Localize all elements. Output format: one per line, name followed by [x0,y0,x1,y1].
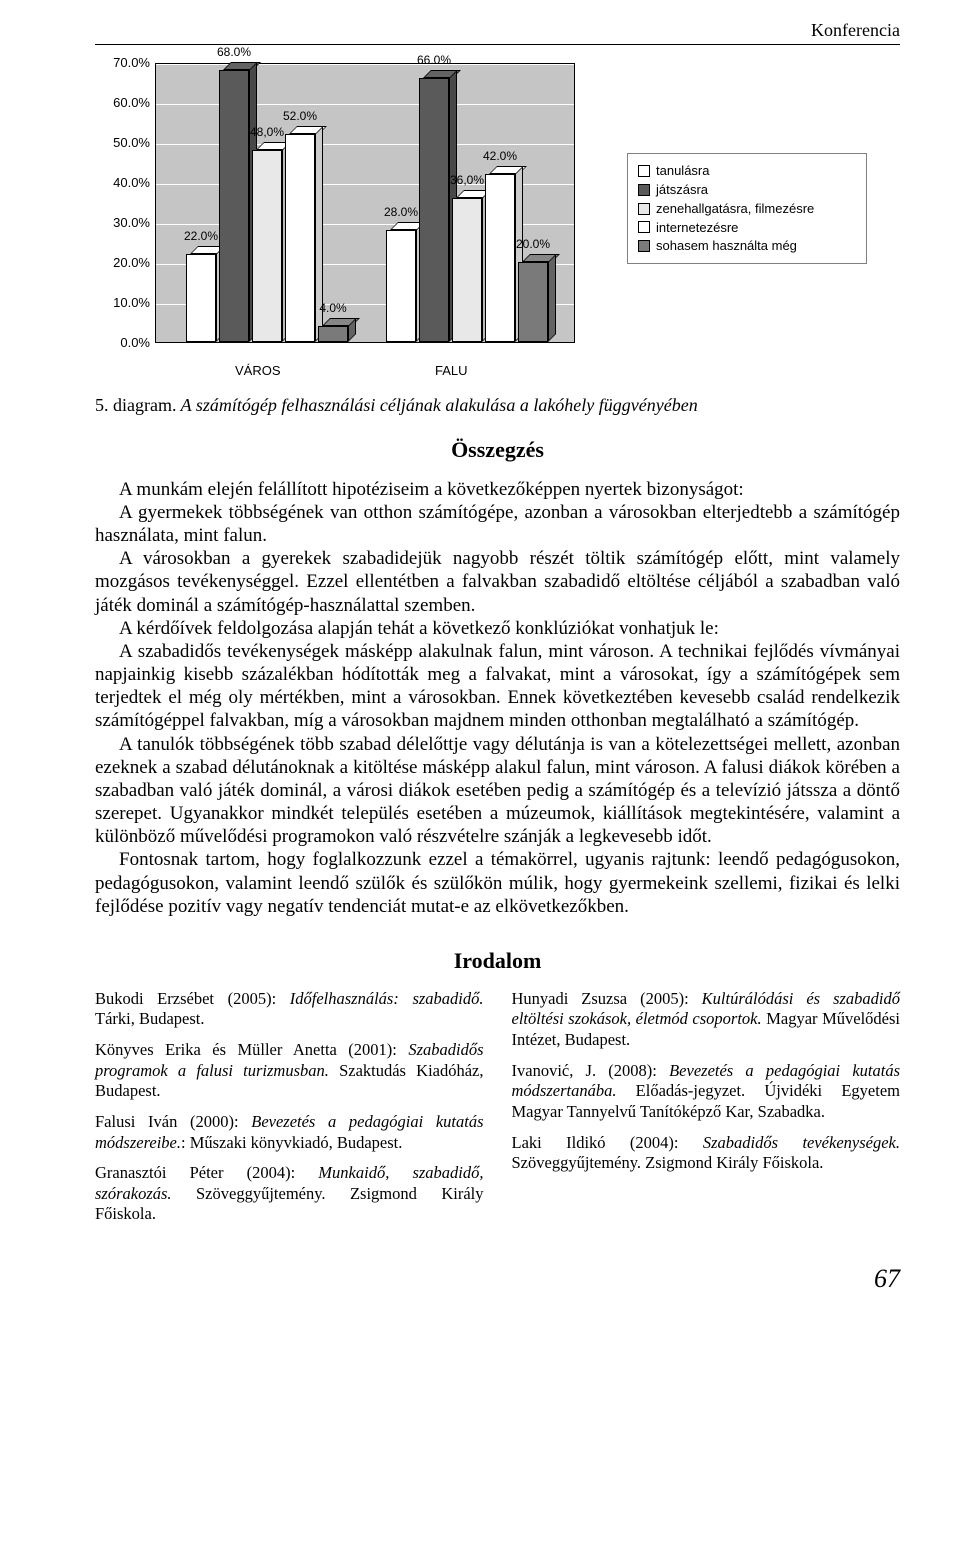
summary-heading: Összegzés [95,437,900,464]
bar: 20.0% [518,262,548,342]
bar-value-label: 68.0% [204,45,264,60]
biblio-entry: Könyves Erika és Müller Anetta (2001): S… [95,1040,484,1102]
chart-container: 22.0%68.0%48,0%52.0%4.0%28.0%66.0%36,0%4… [95,53,900,383]
bar-value-label: 42.0% [470,149,530,164]
bar-value-label: 52.0% [270,109,330,124]
body-paragraph: A gyermekek többségének van otthon számí… [95,501,900,547]
bibliography-left-col: Bukodi Erzsébet (2005): Időfelhasználás:… [95,989,484,1235]
caption-number: 5. diagram. [95,395,176,415]
legend-label: zenehallgatásra, filmezésre [656,201,814,217]
legend-swatch [638,203,650,215]
y-tick-label: 40.0% [95,175,150,191]
legend-label: játszásra [656,182,708,198]
bar: 36,0% [452,198,482,342]
bibliography: Bukodi Erzsébet (2005): Időfelhasználás:… [95,989,900,1235]
legend-label: internetezésre [656,220,738,236]
body-paragraph: A tanulók többségének több szabad délelő… [95,733,900,849]
y-tick-label: 50.0% [95,135,150,151]
bar: 66.0% [419,78,449,342]
legend-label: tanulásra [656,163,709,179]
biblio-entry: Bukodi Erzsébet (2005): Időfelhasználás:… [95,989,484,1030]
biblio-entry: Falusi Iván (2000): Bevezetés a pedagógi… [95,1112,484,1153]
biblio-entry: Granasztói Péter (2004): Munkaidő, szaba… [95,1163,484,1225]
body-paragraph: A városokban a gyerekek szabadidejük nag… [95,547,900,617]
bar: 68.0% [219,70,249,342]
bar: 4.0% [318,326,348,342]
legend-label: sohasem használta még [656,238,797,254]
figure-caption: 5. diagram. A számítógép felhasználási c… [95,395,900,417]
legend-swatch [638,240,650,252]
x-category-0: VÁROS [235,363,281,379]
x-category-1: FALU [435,363,468,379]
legend-item: internetezésre [638,220,856,236]
biblio-entry: Hunyadi Zsuzsa (2005): Kultúrálódási és … [512,989,901,1051]
legend-swatch [638,221,650,233]
body-paragraph: A kérdőívek feldolgozása alapján tehát a… [95,617,900,640]
y-tick-label: 70.0% [95,55,150,71]
body-paragraph: A szabadidős tevékenységek másképp alaku… [95,640,900,733]
bar: 48,0% [252,150,282,342]
bar-value-label: 20.0% [503,237,563,252]
biblio-entry: Laki Ildikó (2004): Szabadidős tevékenys… [512,1133,901,1174]
page-number: 67 [95,1263,900,1295]
y-tick-label: 60.0% [95,95,150,111]
bar-chart: 22.0%68.0%48,0%52.0%4.0%28.0%66.0%36,0%4… [95,53,615,383]
chart-legend: tanulásra játszásra zenehallgatásra, filme… [627,153,867,264]
legend-item: sohasem használta még [638,238,856,254]
legend-item: játszásra [638,182,856,198]
body-paragraph: Fontosnak tartom, hogy foglalkozzunk ezz… [95,848,900,918]
bar: 28.0% [386,230,416,342]
y-tick-label: 20.0% [95,255,150,271]
y-tick-label: 10.0% [95,295,150,311]
legend-swatch [638,184,650,196]
bibliography-right-col: Hunyadi Zsuzsa (2005): Kultúrálódási és … [512,989,901,1235]
caption-text: A számítógép felhasználási céljának alak… [181,395,698,415]
y-tick-label: 0.0% [95,335,150,351]
legend-item: zenehallgatásra, filmezésre [638,201,856,217]
biblio-entry: Ivanović, J. (2008): Bevezetés a pedagóg… [512,1061,901,1123]
bar-value-label: 66.0% [404,53,464,68]
y-tick-label: 30.0% [95,215,150,231]
bibliography-heading: Irodalom [95,948,900,975]
body-text: A munkám elején felállított hipotéziseim… [95,478,900,918]
bar: 22.0% [186,254,216,342]
bar-value-label: 4.0% [303,301,363,316]
running-header: Konferencia [95,20,900,45]
body-paragraph: A munkám elején felállított hipotéziseim… [95,478,900,501]
bar: 42.0% [485,174,515,342]
legend-item: tanulásra [638,163,856,179]
legend-swatch [638,165,650,177]
